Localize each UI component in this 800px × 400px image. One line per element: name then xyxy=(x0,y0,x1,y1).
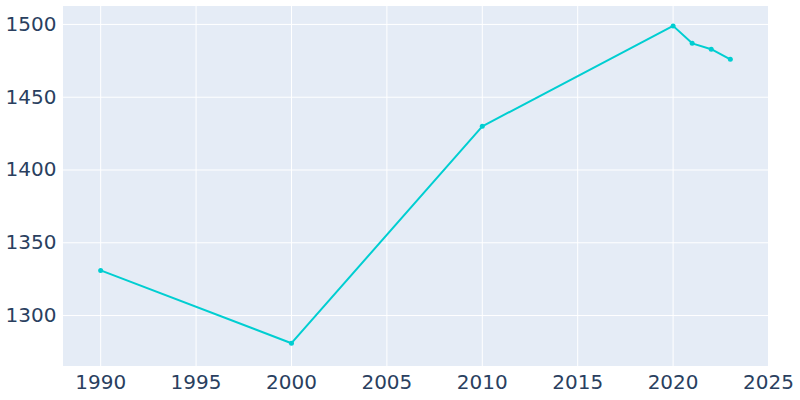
svg-text:1500: 1500 xyxy=(6,12,57,36)
svg-text:2005: 2005 xyxy=(361,370,412,394)
svg-text:1400: 1400 xyxy=(6,157,57,181)
svg-text:2000: 2000 xyxy=(266,370,317,394)
svg-text:2020: 2020 xyxy=(648,370,699,394)
svg-text:1350: 1350 xyxy=(6,230,57,254)
svg-text:1995: 1995 xyxy=(171,370,222,394)
svg-text:1990: 1990 xyxy=(75,370,126,394)
svg-text:1300: 1300 xyxy=(6,303,57,327)
svg-text:1450: 1450 xyxy=(6,85,57,109)
svg-text:2025: 2025 xyxy=(743,370,794,394)
svg-text:2015: 2015 xyxy=(552,370,603,394)
svg-text:2010: 2010 xyxy=(457,370,508,394)
